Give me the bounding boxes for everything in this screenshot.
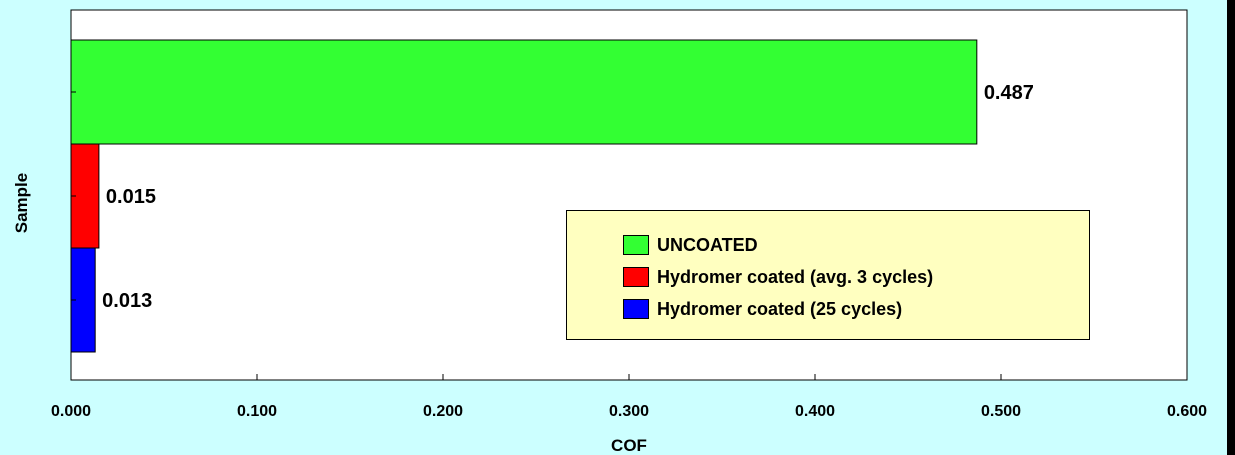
legend-item-25-cycles: Hydromer coated (25 cycles) xyxy=(623,298,902,320)
x-axis: 0.000 0.100 0.200 0.300 0.400 0.500 0.600 xyxy=(51,374,1207,420)
bars xyxy=(70,39,978,353)
legend: UNCOATED Hydromer coated (avg. 3 cycles)… xyxy=(566,210,1090,340)
data-label-uncoated: 0.487 xyxy=(984,82,1034,104)
legend-item-uncoated: UNCOATED xyxy=(623,234,758,256)
legend-item-avg-3-cycles: Hydromer coated (avg. 3 cycles) xyxy=(623,266,933,288)
data-label-25-cycles: 0.013 xyxy=(102,290,152,312)
right-border xyxy=(1227,0,1235,455)
x-tick-label: 0.000 xyxy=(51,403,91,420)
y-axis-title: Sample xyxy=(12,173,31,233)
legend-swatch-avg-3-cycles xyxy=(623,267,649,287)
x-axis-title: COF xyxy=(611,436,647,455)
x-tick-label: 0.300 xyxy=(609,403,649,420)
legend-swatch-25-cycles xyxy=(623,299,649,319)
y-axis xyxy=(71,39,76,353)
x-tick-label: 0.500 xyxy=(981,403,1021,420)
legend-label-avg-3-cycles: Hydromer coated (avg. 3 cycles) xyxy=(657,266,934,287)
legend-swatch-uncoated xyxy=(623,235,649,255)
data-label-avg-3-cycles: 0.015 xyxy=(106,186,156,208)
x-tick-label: 0.600 xyxy=(1167,403,1207,420)
legend-label-uncoated: UNCOATED xyxy=(657,234,758,255)
x-tick-label: 0.400 xyxy=(795,403,835,420)
x-tick-label: 0.100 xyxy=(237,403,277,420)
data-labels: 0.487 0.015 0.013 xyxy=(102,82,1034,312)
legend-label-25-cycles: Hydromer coated (25 cycles) xyxy=(657,298,903,319)
bar-uncoated xyxy=(70,39,978,145)
x-tick-label: 0.200 xyxy=(423,403,463,420)
